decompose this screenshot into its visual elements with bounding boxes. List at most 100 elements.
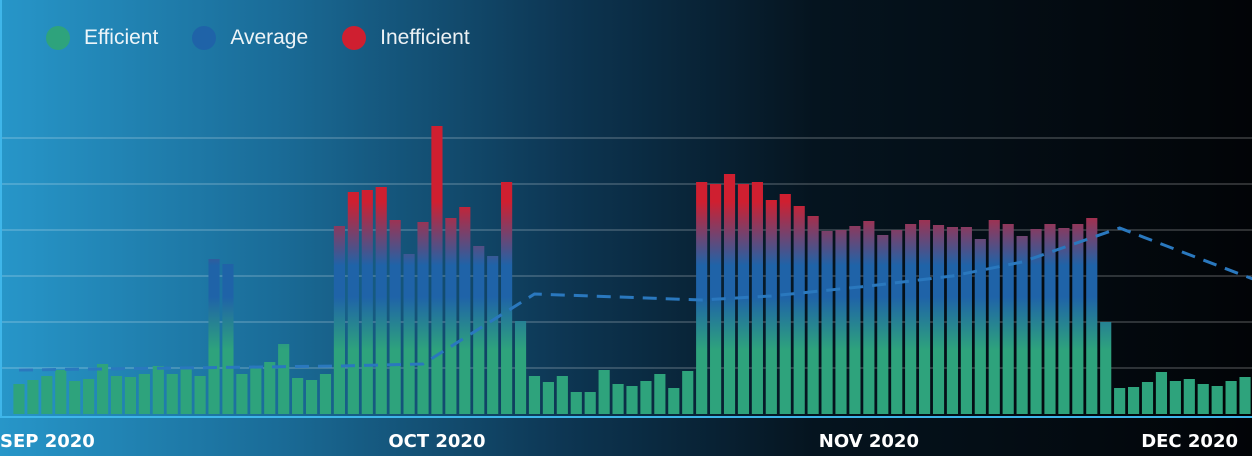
average-line-path (18, 226, 1252, 372)
bar[interactable] (180, 368, 192, 414)
bar[interactable] (626, 386, 638, 414)
bar[interactable] (612, 384, 624, 414)
bar[interactable] (1239, 377, 1251, 414)
x-tick-label: DEC 2020 (1141, 431, 1238, 451)
bar[interactable] (487, 256, 499, 414)
bar[interactable] (403, 254, 415, 414)
bar[interactable] (696, 182, 708, 414)
bar[interactable] (333, 226, 345, 414)
bar[interactable] (877, 235, 889, 414)
bar[interactable] (960, 227, 972, 414)
bar[interactable] (1002, 224, 1014, 414)
average-trend-line (18, 226, 1252, 372)
bar[interactable] (27, 380, 39, 414)
bar[interactable] (96, 364, 109, 414)
bar[interactable] (305, 380, 318, 414)
bar[interactable] (41, 376, 53, 414)
bar[interactable] (1030, 229, 1042, 414)
bar[interactable] (501, 182, 513, 414)
bar[interactable] (459, 207, 471, 414)
bar[interactable] (222, 264, 234, 414)
bar[interactable] (431, 126, 443, 414)
bar[interactable] (556, 376, 568, 414)
bar[interactable] (1197, 384, 1209, 414)
bar[interactable] (1100, 322, 1112, 414)
bar[interactable] (1155, 372, 1168, 414)
bar[interactable] (584, 392, 596, 414)
bar[interactable] (1072, 224, 1084, 414)
x-tick-label: OCT 2020 (388, 431, 485, 451)
bar[interactable] (668, 388, 680, 414)
bar[interactable] (654, 374, 666, 414)
bar[interactable] (292, 378, 304, 414)
bar[interactable] (13, 384, 25, 414)
bar[interactable] (1225, 381, 1237, 414)
bar[interactable] (1016, 236, 1028, 414)
bar[interactable] (417, 222, 429, 414)
bar[interactable] (598, 370, 610, 414)
bar[interactable] (542, 382, 554, 414)
bar[interactable] (264, 362, 276, 414)
bar[interactable] (570, 392, 582, 414)
bar[interactable] (1058, 228, 1070, 414)
bar[interactable] (375, 187, 387, 414)
bar[interactable] (919, 220, 931, 414)
bar[interactable] (682, 371, 694, 414)
legend-item-inefficient[interactable]: Inefficient (342, 26, 470, 50)
bar[interactable] (124, 377, 136, 414)
bar[interactable] (110, 376, 123, 414)
bar[interactable] (389, 220, 401, 414)
bar[interactable] (55, 370, 67, 414)
bar[interactable] (528, 376, 541, 414)
x-tick-label: SEP 2020 (0, 431, 95, 451)
x-tick-label: NOV 2020 (819, 431, 919, 451)
bar[interactable] (793, 206, 805, 414)
bar[interactable] (1044, 224, 1056, 414)
bar[interactable] (988, 220, 1000, 414)
legend-label-average: Average (230, 26, 309, 49)
bar[interactable] (69, 381, 81, 414)
bar[interactable] (863, 221, 875, 414)
bar[interactable] (821, 231, 833, 414)
bar[interactable] (194, 376, 206, 414)
bar[interactable] (1183, 379, 1195, 414)
bar[interactable] (208, 259, 220, 414)
bar[interactable] (807, 216, 819, 414)
bar[interactable] (640, 381, 652, 414)
legend-item-efficient[interactable]: Efficient (46, 26, 158, 50)
bar[interactable] (83, 379, 95, 414)
bar[interactable] (932, 225, 945, 414)
bar[interactable] (1141, 382, 1154, 414)
bar[interactable] (723, 174, 736, 414)
bar[interactable] (361, 190, 373, 414)
bar[interactable] (1086, 218, 1098, 414)
bar[interactable] (166, 374, 178, 414)
bar[interactable] (1211, 386, 1223, 414)
bar[interactable] (152, 366, 164, 414)
legend-item-average[interactable]: Average (192, 26, 308, 50)
bar[interactable] (835, 230, 847, 414)
bar[interactable] (445, 218, 457, 414)
bar[interactable] (1169, 381, 1181, 414)
bar[interactable] (751, 182, 763, 414)
bar[interactable] (138, 374, 150, 414)
bar[interactable] (1114, 388, 1126, 414)
bar[interactable] (347, 192, 359, 414)
bar[interactable] (1128, 387, 1140, 414)
bar[interactable] (974, 239, 986, 414)
bar[interactable] (250, 366, 262, 414)
bar[interactable] (946, 227, 959, 414)
bar[interactable] (319, 374, 332, 414)
bar[interactable] (891, 230, 903, 414)
bar[interactable] (779, 194, 791, 414)
legend-label-inefficient: Inefficient (380, 26, 470, 49)
legend: Efficient Average Inefficient (46, 26, 504, 50)
bar[interactable] (849, 226, 861, 414)
bar[interactable] (236, 374, 248, 414)
bar[interactable] (905, 224, 917, 414)
bar[interactable] (278, 344, 290, 414)
bar[interactable] (514, 321, 527, 414)
bar[interactable] (765, 200, 777, 414)
